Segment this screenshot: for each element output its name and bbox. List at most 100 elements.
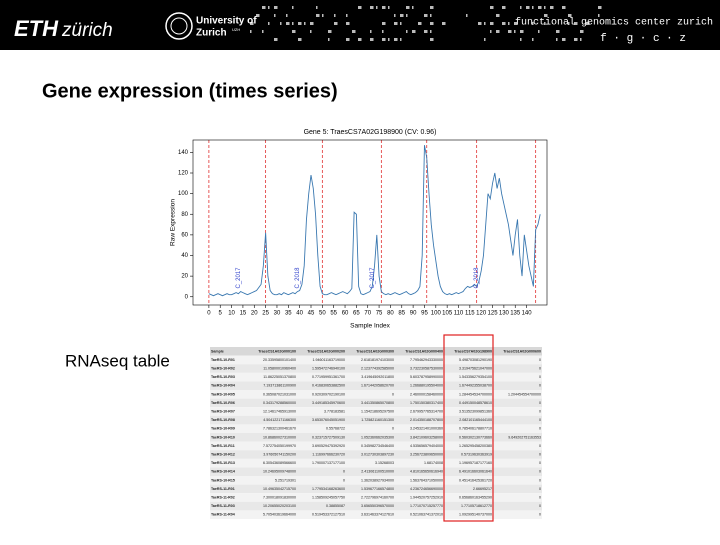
x-tick-label: 15 <box>240 311 247 317</box>
chart: Gene 5: TraesCS7A02G198900 (CV: 0.96) Sam… <box>170 129 548 330</box>
table-cell: 1.946011163719000 <box>313 358 345 362</box>
table-cell: 3.656550396570000 <box>361 504 394 508</box>
pattern-dot <box>490 30 492 33</box>
table-row-bg <box>210 458 542 468</box>
table-cell: 3.631463374127610 <box>361 513 394 517</box>
table-cell: 0.416830653882500 <box>312 384 345 388</box>
table-cell: TaeRS-10-R13 <box>211 461 235 465</box>
x-tick-label: 135 <box>510 311 521 317</box>
table-cell: 3.441350865070800 <box>361 401 394 405</box>
pattern-dot <box>568 14 572 17</box>
pattern-dot <box>346 38 350 41</box>
table-row-bg <box>210 355 542 365</box>
x-tick-label: 40 <box>296 311 303 317</box>
pattern-dot <box>424 14 428 17</box>
table-header-cell: TraesCS1A02G000400 <box>405 349 443 353</box>
table-cell: 2.460000158460000 <box>410 392 443 396</box>
table-cell: 7.572754050199970 <box>263 444 296 448</box>
table-cell: 1.154218695297500 <box>361 409 394 413</box>
pattern-dot <box>490 6 494 9</box>
pattern-dot <box>316 6 318 9</box>
table-cell: 0 <box>392 392 394 396</box>
uzh-name2: Zurich <box>196 28 227 39</box>
x-tick-label: 120 <box>476 311 487 317</box>
table-cell: 3.976050741150200 <box>263 452 296 456</box>
pattern-dot <box>406 6 410 9</box>
x-tick-label: 10 <box>228 311 235 317</box>
table: Sample TraesCS1A02G000100 TraesCS1A02G0002… <box>210 334 542 522</box>
table-cell: 0.521063741372010 <box>410 513 443 517</box>
table-cell: 0.55768722 <box>326 427 345 431</box>
table-cell: 1.265295458200380 <box>459 444 492 448</box>
table-cell: TaeRS-10-R05 <box>211 392 235 396</box>
pattern-dot <box>394 22 398 25</box>
pattern-dot <box>538 6 542 9</box>
pattern-dot <box>382 6 386 9</box>
pattern-dot <box>382 22 386 25</box>
table-header-cell: TraesCS1A02G000100 <box>258 349 296 353</box>
pattern-dot <box>556 38 558 41</box>
highlight-box <box>443 334 494 522</box>
table-cell: TaeRS-11-R03 <box>211 504 235 508</box>
table-cell: 1.77105718612770 <box>461 504 492 508</box>
pattern-dot <box>532 38 534 41</box>
pattern-dot <box>292 30 296 33</box>
table-cell: 3.690529475392920 <box>312 444 345 448</box>
pattern-dot <box>286 14 288 17</box>
table-row-bg <box>210 381 542 390</box>
table-cell: TaeRS-10-R03 <box>211 375 235 379</box>
x-tick-label: 85 <box>398 311 405 317</box>
table-cell: 11.05800010960400 <box>263 366 296 370</box>
annotation: C_2017 <box>236 267 242 289</box>
table-cell: 0 <box>343 470 345 474</box>
x-tick-label: 35 <box>285 311 292 317</box>
pattern-dot <box>352 30 356 33</box>
pattern-dot <box>490 22 494 25</box>
pattern-dot <box>544 6 546 9</box>
x-tick-label: 25 <box>262 311 269 317</box>
table-cell: 1.725821160151300 <box>361 418 394 422</box>
y-tick-label: 20 <box>181 274 188 280</box>
x-tick-label: 0 <box>207 311 211 317</box>
pattern-dot <box>538 30 540 33</box>
pattern-dot <box>580 30 584 33</box>
table-row-bg <box>210 364 542 373</box>
table-cell: 2.014350188707800 <box>410 418 443 422</box>
table-cell: TaeRS-10-R15 <box>211 478 235 482</box>
table-cell: 9.649202751163553 <box>508 435 541 439</box>
pattern-dot <box>430 14 432 17</box>
table-cell: 5.251719301 <box>275 478 296 482</box>
table-cell: 5.603787958990000 <box>410 375 443 379</box>
table-cell: 0.920309702190100 <box>312 392 345 396</box>
table-cell: 0 <box>539 366 541 370</box>
y-tick-label: 100 <box>178 191 189 197</box>
table-cell: 0.365087021031000 <box>263 392 296 396</box>
header-pattern <box>250 6 602 41</box>
pattern-dot <box>514 30 516 33</box>
table-cell: 1.68174008 <box>424 461 443 465</box>
table-cell: 1.362038927934000 <box>361 478 394 482</box>
table-cell: 3.732230587530000 <box>410 366 443 370</box>
x-tick-label: 115 <box>465 311 475 317</box>
x-tick-label: 20 <box>251 311 258 317</box>
pattern-dot <box>268 6 270 9</box>
pattern-dot <box>562 6 566 9</box>
pattern-dot <box>424 30 428 33</box>
table-label: RNAseq table <box>65 351 170 370</box>
pattern-dot <box>406 30 408 33</box>
table-cell: 0.57319630363919 <box>461 452 492 456</box>
pattern-dot <box>394 38 398 41</box>
pattern-dot <box>334 22 338 25</box>
table-cell: 3.012730303897230 <box>361 452 394 456</box>
pattern-dot <box>370 38 374 41</box>
table-cell: 1.196957187177160 <box>459 461 492 465</box>
pattern-dot <box>496 30 500 33</box>
table-cell: 2.413061100510000 <box>361 470 394 474</box>
pattern-dot <box>514 22 518 25</box>
x-tick-label: 110 <box>454 311 464 317</box>
table-cell: 0.449150048578610 <box>459 401 492 405</box>
x-tick-label: 65 <box>353 311 360 317</box>
pattern-dot <box>532 22 534 25</box>
table-cell: 0 <box>539 418 541 422</box>
